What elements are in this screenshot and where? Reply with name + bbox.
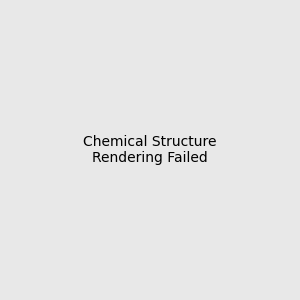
Text: Chemical Structure
Rendering Failed: Chemical Structure Rendering Failed [83, 135, 217, 165]
